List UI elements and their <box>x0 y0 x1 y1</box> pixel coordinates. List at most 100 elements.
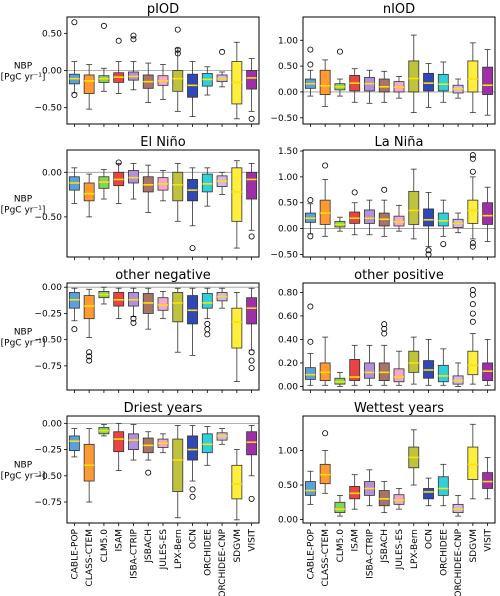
box-visit <box>246 297 258 325</box>
box-orchidee <box>437 212 449 227</box>
box-sdgvm <box>231 464 243 500</box>
outlier-point <box>322 162 329 169</box>
outlier-point <box>86 349 93 356</box>
axes-frame <box>302 16 496 125</box>
y-axis-label-line2: [PgC yr⁻¹] <box>1 472 46 482</box>
outlier-point <box>469 287 476 294</box>
y-tick-label: 0.00 <box>42 168 62 178</box>
x-tick-label: JSBACH <box>144 529 154 564</box>
y-tick-label: 0.50 <box>278 199 298 209</box>
subplot-title: El Niño <box>140 135 186 150</box>
y-tick-label: 0.00 <box>42 283 62 293</box>
y-tick-label: 0.50 <box>42 29 62 39</box>
y-tick-label: −0.50 <box>34 336 62 346</box>
outlier-point <box>307 303 314 310</box>
box-class-ctem <box>319 69 331 95</box>
y-axis-label-line2: [PgC yr⁻¹] <box>1 73 46 83</box>
outlier-point <box>86 357 93 364</box>
box-visit <box>246 431 258 456</box>
box-lpx-bern <box>172 70 184 92</box>
x-tick-label: VISIT <box>248 529 258 552</box>
outlier-point <box>71 19 78 26</box>
y-tick-label: 0.20 <box>278 359 298 369</box>
y-tick-label: 1.50 <box>278 147 298 157</box>
x-tick-label: ORCHIDEE-CNP <box>218 528 228 596</box>
outlier-point <box>174 46 181 53</box>
box-orchidee <box>437 476 449 496</box>
y-tick-label: 0.50 <box>278 481 298 491</box>
subplot-0: −0.50 0.00 0.50 pIOD NBP [PgC yr⁻¹] <box>1 2 260 127</box>
x-tick-label: ORCHIDEE <box>203 529 213 576</box>
x-tick-label: JULES-ES <box>395 529 405 571</box>
axes-frame <box>302 149 496 258</box>
outlier-point <box>86 353 93 360</box>
outlier-point <box>469 310 476 317</box>
box-clm5-0 <box>334 501 346 514</box>
x-tick-label: ISBA-CTRIP <box>129 528 139 578</box>
outlier-point <box>248 233 255 240</box>
y-tick-label: −0.50 <box>270 114 298 124</box>
axes-frame <box>66 149 260 258</box>
y-axis-label-line2: [PgC yr⁻¹] <box>1 206 46 216</box>
box-orchidee <box>201 293 213 309</box>
outlier-point <box>322 430 329 437</box>
outlier-point <box>100 22 107 29</box>
outlier-point <box>189 493 196 500</box>
box-orchidee <box>437 73 449 92</box>
subplot-title: Wettest years <box>354 401 444 416</box>
box-sdgvm <box>467 446 479 480</box>
outlier-point <box>71 326 78 333</box>
outlier-point <box>71 92 78 99</box>
outlier-point <box>248 349 255 356</box>
subplot-7: 0.00 0.50 1.00 Wettest years CABLE-POP CLASS-… <box>278 401 496 596</box>
box-isba-ctrip <box>128 170 139 184</box>
outlier-point <box>381 325 388 332</box>
axes-frame <box>66 415 260 524</box>
outlier-point <box>307 61 314 68</box>
outlier-point <box>115 37 122 44</box>
subplot-title: Driest years <box>124 401 203 416</box>
box-jules-es <box>157 297 169 311</box>
y-axis-label-line1: NBP <box>14 195 33 205</box>
box-class-ctem <box>83 74 95 94</box>
box-lpx-bern <box>172 292 184 323</box>
y-tick-label: 0.00 <box>278 516 298 526</box>
y-axis-label: NBP [PgC yr⁻¹] <box>1 461 46 482</box>
outlier-point <box>336 48 343 55</box>
x-tick-label: CLASS-CTEM <box>321 529 331 587</box>
box-lpx-bern <box>172 171 184 202</box>
x-tick-label: CABLE-POP <box>70 528 80 579</box>
x-tick-label: ORCHIDEE-CNP <box>454 528 464 596</box>
outlier-point <box>307 233 314 240</box>
outlier-point <box>130 319 137 326</box>
y-tick-label: −0.25 <box>34 309 62 319</box>
outlier-point <box>381 186 388 193</box>
outlier-point <box>204 331 211 338</box>
y-tick-label: 0.50 <box>278 62 298 72</box>
y-axis-label-line2: [PgC yr⁻¹] <box>1 339 46 349</box>
outlier-point <box>248 357 255 364</box>
outlier-point <box>469 155 476 162</box>
box-lpx-bern <box>408 190 420 225</box>
x-tick-label: JULES-ES <box>159 529 169 571</box>
y-axis-label: NBP [PgC yr⁻¹] <box>1 195 46 216</box>
y-tick-label: −0.75 <box>34 362 62 372</box>
subplot-title: nIOD <box>383 2 415 17</box>
box-cable-pop <box>304 367 316 380</box>
box-visit <box>482 66 494 95</box>
outlier-point <box>204 326 211 333</box>
x-tick-label: LPX-Bern <box>174 529 184 569</box>
box-ocn <box>423 72 434 92</box>
outlier-point <box>174 50 181 57</box>
outlier-point <box>381 321 388 328</box>
x-tick-label: CLASS-CTEM <box>85 529 95 587</box>
box-sdgvm <box>467 60 479 93</box>
subplot-title: pIOD <box>147 2 179 17</box>
x-tick-label: LPX-Bern <box>410 529 420 569</box>
box-orchidee <box>201 433 213 454</box>
outlier-point <box>145 469 152 476</box>
box-ocn <box>423 208 434 227</box>
x-tick-label: OCN <box>189 529 199 549</box>
box-visit <box>246 70 258 90</box>
